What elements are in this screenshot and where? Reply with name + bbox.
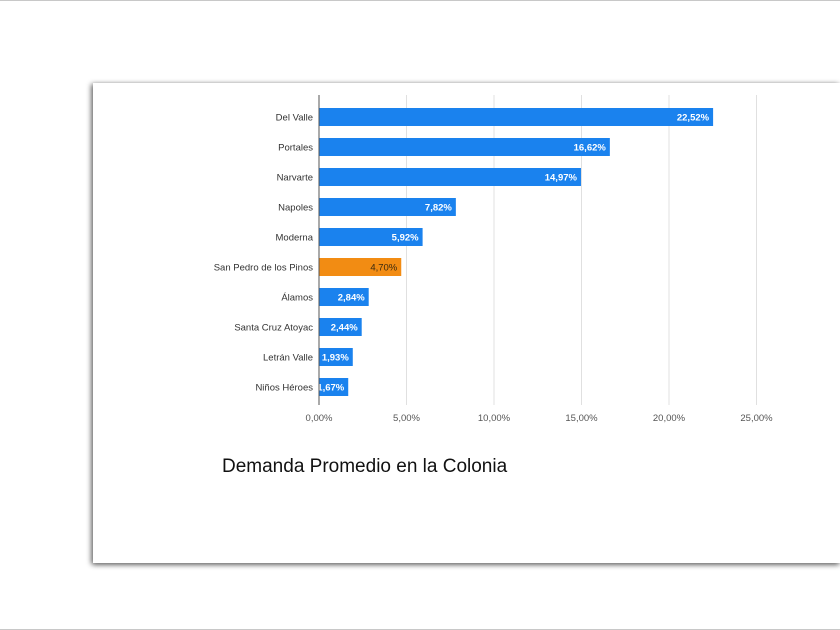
data-label: 16,62% bbox=[574, 143, 607, 154]
x-tick-label: 25,00% bbox=[740, 413, 773, 424]
chart-card: 0,00% 5,00% 10,00% 15,00% 20,00% 25,00% Del Va… bbox=[93, 83, 840, 563]
x-tick-label: 0,00% bbox=[306, 413, 333, 424]
category-label: Álamos bbox=[281, 293, 313, 304]
data-label: 5,92% bbox=[392, 233, 419, 244]
bar bbox=[319, 288, 369, 306]
x-tick-label: 10,00% bbox=[478, 413, 511, 424]
bar-chart: 0,00% 5,00% 10,00% 15,00% 20,00% 25,00% Del Va… bbox=[214, 95, 773, 424]
data-label: 7,82% bbox=[425, 203, 452, 214]
x-tick-label: 15,00% bbox=[565, 413, 598, 424]
chart-caption: Demanda Promedio en la Colonia bbox=[222, 456, 508, 477]
data-label: 2,84% bbox=[338, 293, 365, 304]
category-label: San Pedro de los Pinos bbox=[214, 263, 314, 274]
data-label: 1,67% bbox=[317, 383, 344, 394]
bar bbox=[319, 108, 714, 126]
data-label: 22,52% bbox=[677, 113, 710, 124]
category-label: Santa Cruz Atoyac bbox=[234, 323, 313, 334]
data-label: 1,93% bbox=[322, 353, 349, 364]
category-label: Letrán Valle bbox=[263, 353, 313, 364]
x-tick-label: 5,00% bbox=[393, 413, 420, 424]
bar bbox=[319, 348, 353, 366]
bar bbox=[319, 378, 349, 396]
data-label: 4,70% bbox=[370, 263, 397, 274]
category-label: Del Valle bbox=[276, 113, 313, 124]
category-label: Portales bbox=[278, 143, 313, 154]
category-label: Niños Héroes bbox=[255, 383, 313, 394]
category-label: Narvarte bbox=[277, 173, 313, 184]
category-label: Napoles bbox=[278, 203, 313, 214]
bar bbox=[319, 228, 423, 246]
bar bbox=[319, 258, 402, 276]
x-tick-label: 20,00% bbox=[653, 413, 686, 424]
bar bbox=[319, 318, 362, 336]
bar bbox=[319, 198, 456, 216]
bar bbox=[319, 138, 610, 156]
data-label: 14,97% bbox=[545, 173, 578, 184]
data-label: 2,44% bbox=[331, 323, 358, 334]
category-label: Moderna bbox=[276, 233, 314, 244]
bar bbox=[319, 168, 581, 186]
